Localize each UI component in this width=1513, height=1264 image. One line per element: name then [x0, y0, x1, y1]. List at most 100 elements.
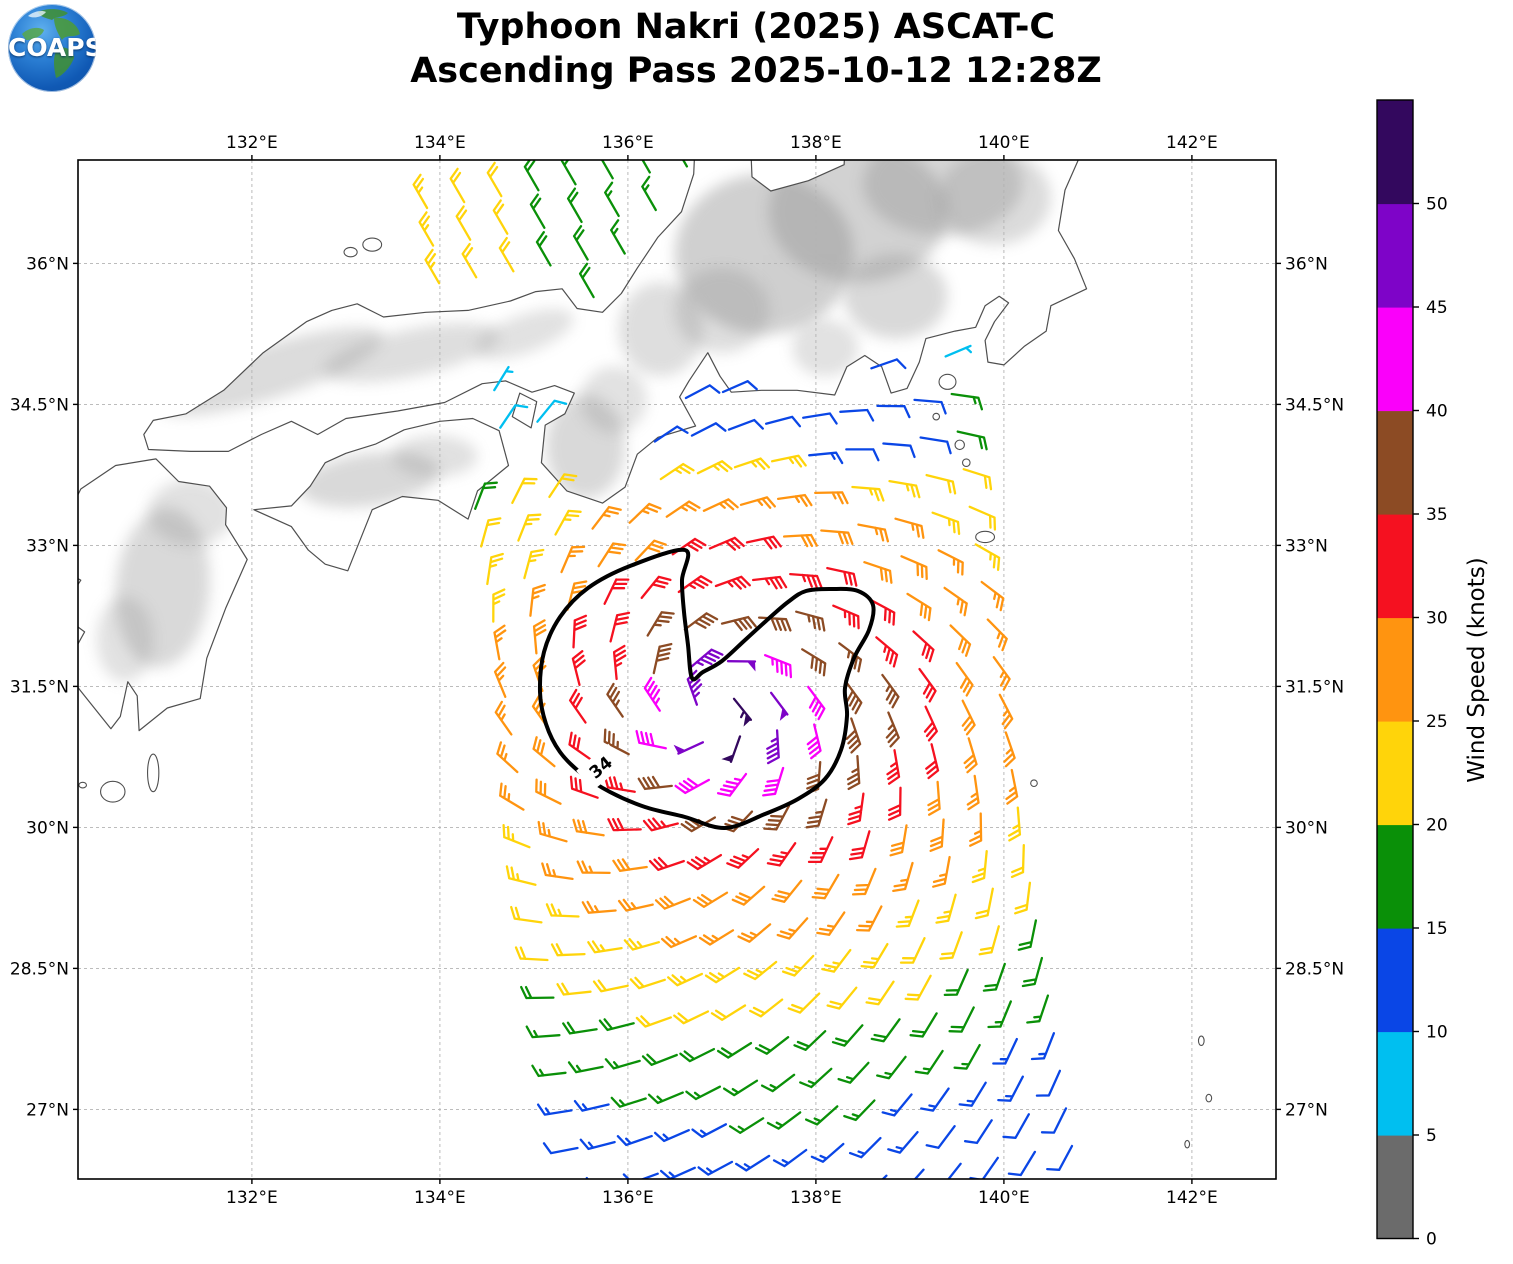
barb-staff: [486, 161, 503, 198]
barb-staff: [881, 1093, 913, 1117]
y-tick-label-left: 28.5°N: [10, 959, 69, 979]
barb-staff: [721, 380, 758, 394]
barb-staff: [541, 862, 574, 881]
wind-barb: [963, 1119, 993, 1145]
barb-staff: [556, 982, 592, 996]
wind-barb: [743, 960, 778, 981]
terrain-blob: [674, 268, 769, 353]
wind-barb: [932, 855, 951, 888]
wind-barb: [604, 1058, 641, 1070]
barb-staff: [745, 535, 782, 550]
wind-barb: [684, 384, 721, 400]
wind-barb: [726, 848, 760, 869]
barb-staff: [455, 205, 472, 241]
barb-staff: [857, 523, 890, 543]
barb-flag: [747, 661, 756, 672]
colorbar-tick-label: 10: [1426, 1023, 1448, 1043]
wind-barb: [537, 820, 568, 843]
wind-barb: [762, 766, 785, 797]
barb-staff: [899, 937, 926, 964]
wind-barb: [865, 980, 895, 1006]
wind-barb: [531, 1064, 567, 1078]
barb-staff: [535, 778, 562, 805]
wind-barb: [913, 1168, 925, 1179]
wind-barb: [536, 399, 568, 423]
terrain-blob: [792, 319, 859, 377]
wind-barb: [931, 511, 961, 536]
wind-barb: [881, 673, 900, 709]
barb-staff: [665, 500, 701, 518]
barb-flag: [779, 708, 788, 721]
wind-barb: [721, 380, 758, 394]
wind-barb: [424, 248, 441, 285]
wind-barb: [992, 1037, 1018, 1065]
wind-barb: [634, 539, 667, 562]
barb-staff: [732, 697, 753, 721]
map-border: [77, 159, 1277, 1180]
wind-barb: [494, 700, 513, 736]
x-tick-label-bottom: 138°E: [790, 1188, 842, 1208]
wind-barb: [449, 167, 466, 204]
wind-barb: [987, 1000, 1012, 1029]
barb-staff: [953, 1043, 981, 1070]
barb-staff: [929, 818, 945, 852]
wind-barb: [912, 630, 935, 663]
map-area: 34: [78, 160, 1276, 1192]
barb-staff: [982, 962, 1006, 992]
barb-staff: [510, 905, 543, 924]
barb-staff: [567, 1061, 604, 1074]
barb-staff: [881, 673, 900, 709]
wind-barb: [486, 552, 504, 586]
x-tick-label-bottom: 132°E: [226, 1188, 278, 1208]
wind-barb: [806, 723, 822, 760]
wind-barb: [770, 454, 807, 468]
y-tick-label-right: 30°N: [1285, 818, 1328, 838]
wind-barb: [554, 509, 582, 536]
wind-barb: [875, 636, 899, 668]
wind-barb: [998, 693, 1014, 730]
barb-staff: [654, 895, 691, 910]
wind-barb: [757, 616, 792, 632]
barb-staff: [612, 644, 627, 681]
barb-staff: [805, 798, 828, 829]
barb-staff: [918, 667, 937, 703]
island-outline: [147, 753, 160, 793]
barb-staff: [714, 575, 751, 590]
barb-staff: [616, 1134, 653, 1147]
barb-staff: [598, 1018, 635, 1032]
barb-staff: [704, 966, 741, 984]
barb-staff: [418, 211, 435, 247]
barb-staff: [886, 749, 901, 785]
barb-staff: [909, 1012, 938, 1038]
wind-barb: [665, 500, 701, 518]
barb-staff: [679, 1047, 716, 1063]
barb-staff: [548, 473, 578, 499]
y-tick-label-right: 34.5°N: [1285, 395, 1344, 415]
wind-barb: [697, 1160, 734, 1176]
barb-staff: [535, 231, 552, 267]
wind-barb: [652, 642, 673, 675]
wind-barb: [629, 976, 666, 990]
wind-barb: [1005, 768, 1019, 805]
island-outline: [343, 246, 358, 258]
barb-staff: [603, 728, 630, 756]
terrain-blob: [324, 323, 500, 383]
wind-barb: [710, 1004, 747, 1021]
barb-staff: [550, 943, 586, 957]
barb-staff: [572, 225, 589, 261]
wind-barb: [511, 477, 538, 505]
barb-staff: [640, 575, 672, 600]
wind-barb: [894, 517, 925, 539]
barb-staff: [1017, 919, 1038, 951]
wind-barb: [1002, 1113, 1030, 1139]
wind-barb: [845, 717, 862, 754]
barb-staff: [716, 1041, 753, 1059]
wind-barb: [887, 786, 902, 821]
barb-staff: [659, 1166, 696, 1179]
barb-staff: [763, 804, 791, 831]
barb-staff: [887, 786, 902, 821]
barb-staff: [569, 775, 599, 799]
wind-barb: [550, 1182, 584, 1192]
wind-barb: [839, 408, 875, 422]
